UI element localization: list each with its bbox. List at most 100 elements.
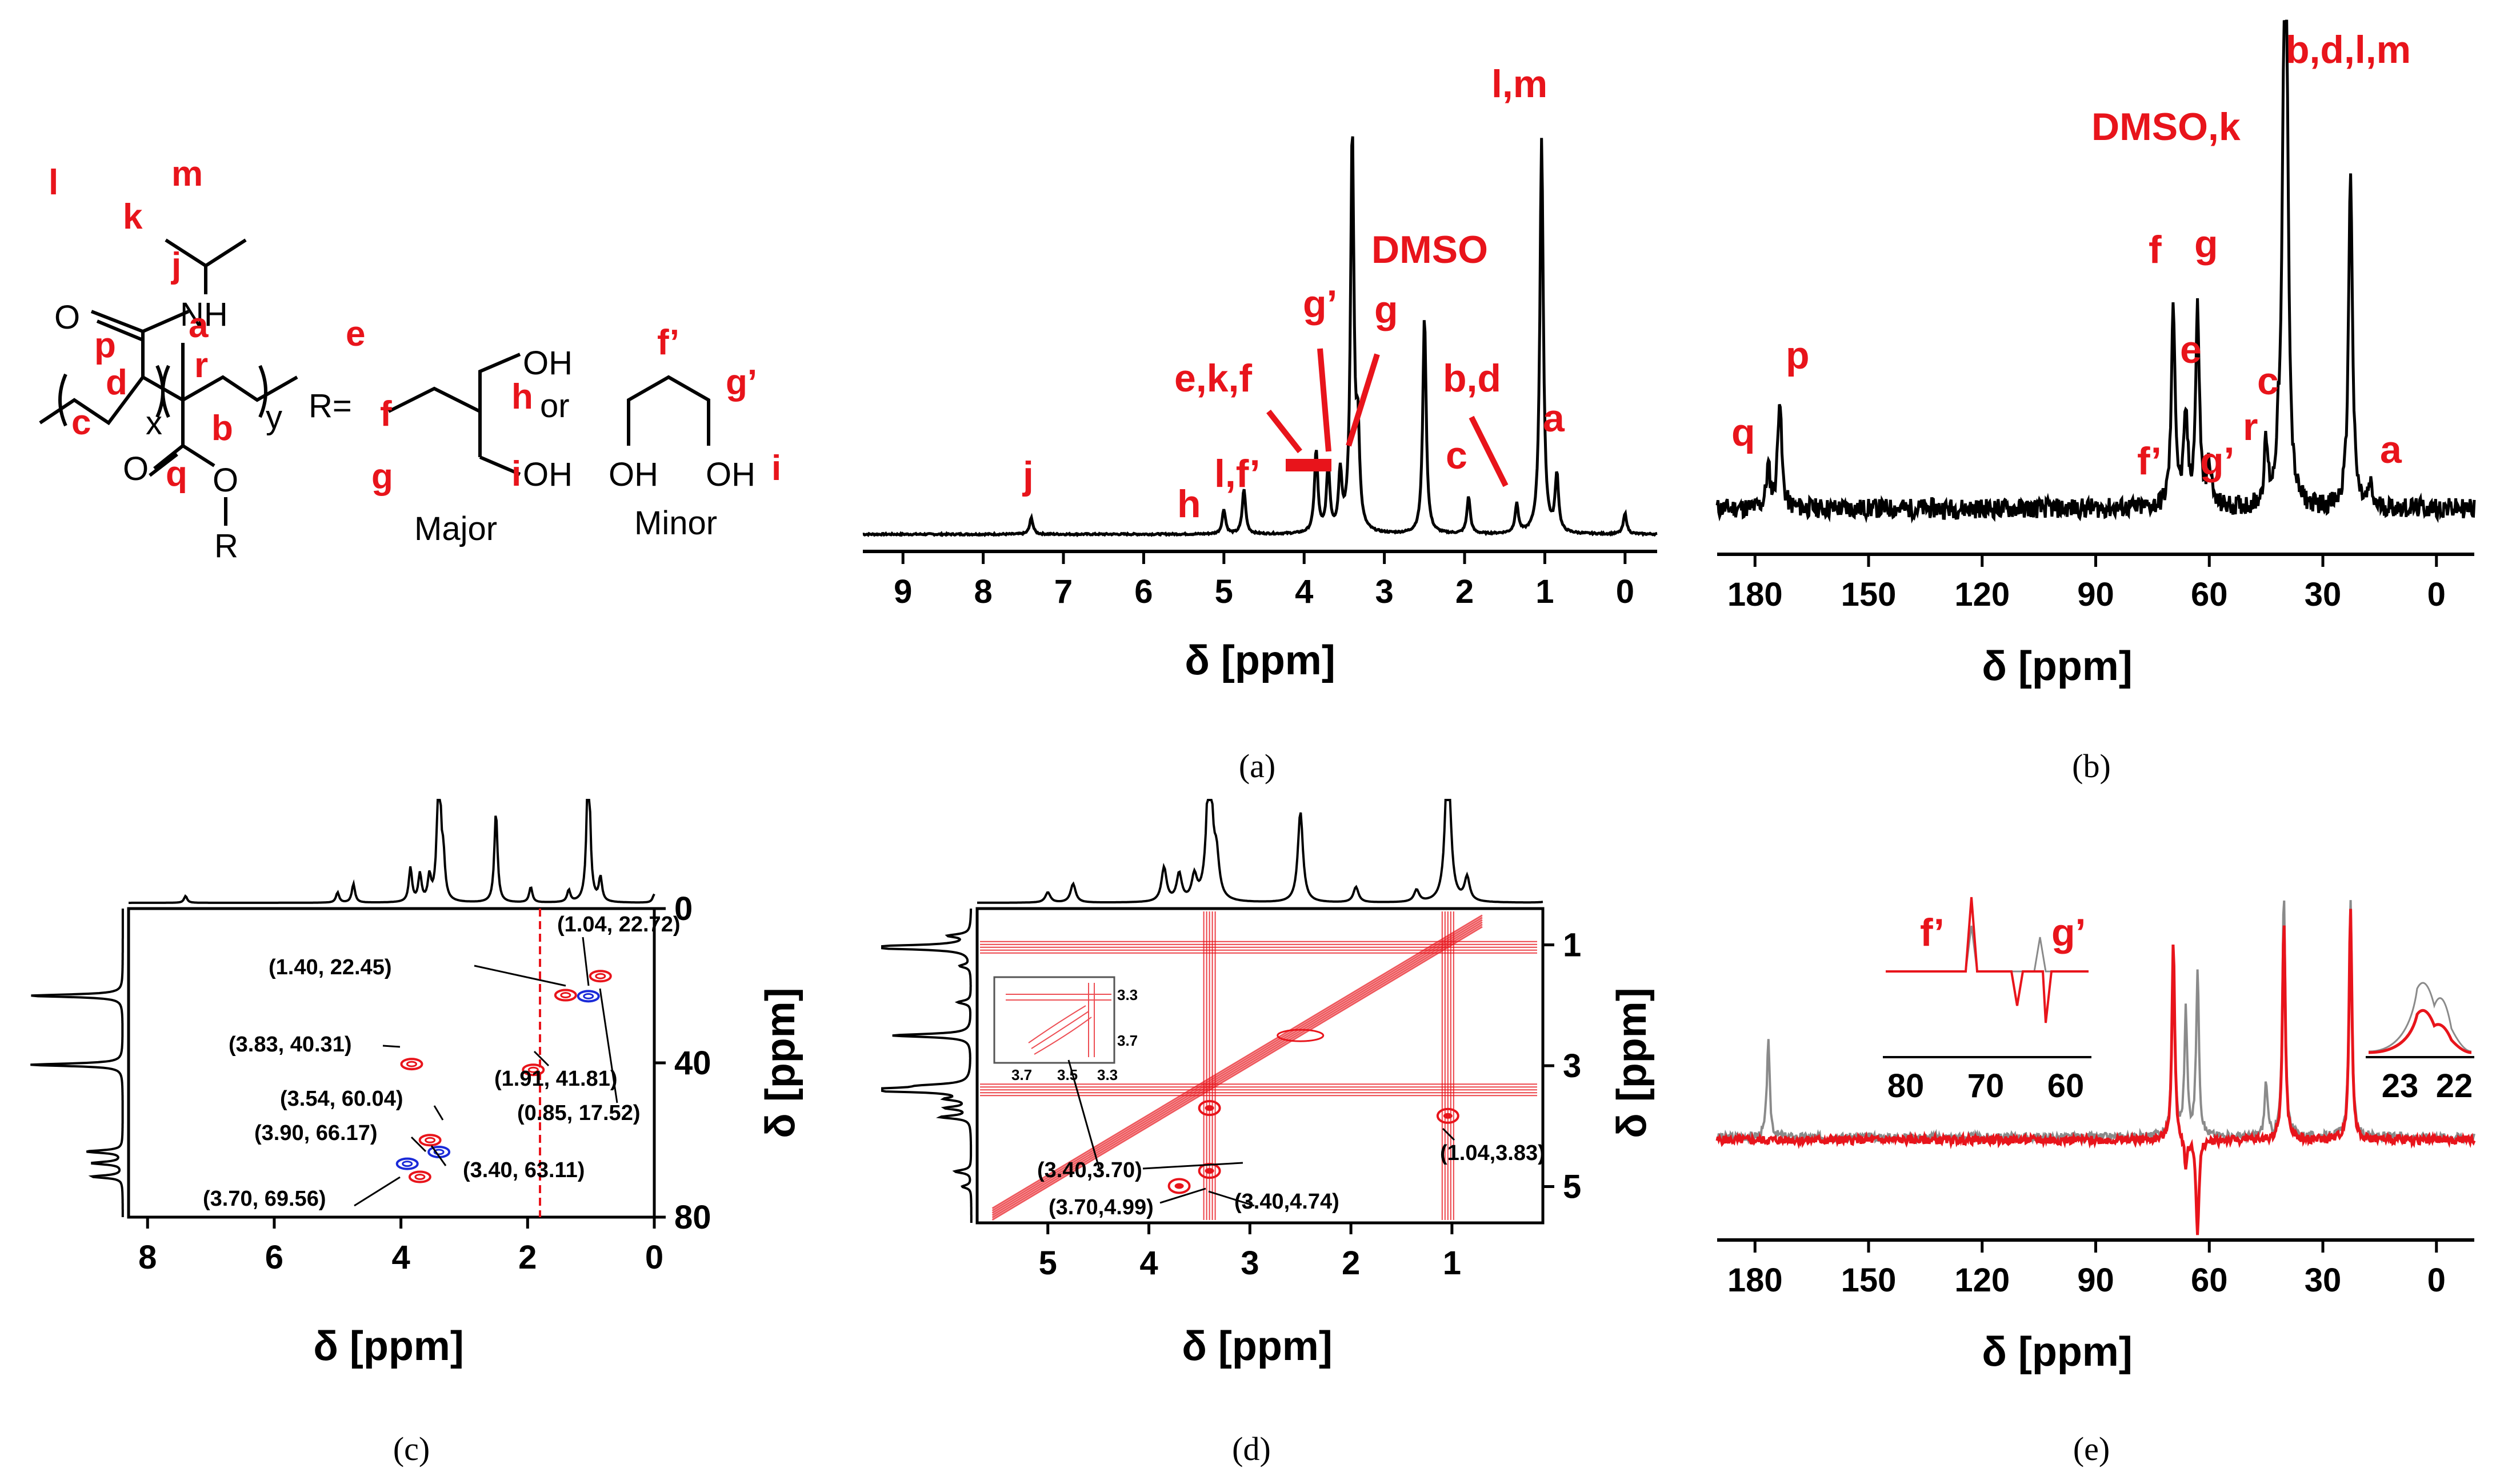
leaders-c [354,937,618,1207]
atom-oh1: OH [523,345,573,382]
panel-d-cosy: 5 4 3 2 1 1 3 5 3.7 3.5 3.3 3.3 3.7 (3.40,3.70) [881,799,1655,1467]
inset-d-ytick-0: 3.3 [1117,986,1138,1003]
e-tick-label-3: 90 [2077,1262,2114,1299]
peak-label-c: c [2257,359,2279,403]
atom-o3: O [213,462,238,499]
d-diag-2 [991,921,1483,1216]
caption-a: (a) [1239,747,1275,785]
peak-label-dmso-k: DMSO,k [2091,105,2241,149]
inset-e2: 23 22 [2366,982,2474,1105]
c-xtick-label-1: 6 [265,1239,283,1276]
d-corr-1 [1436,1107,1459,1124]
c-corr-5 [589,970,612,983]
structure-atoms: O NH O O R OH OH OH OH x y R= or Major M… [54,296,755,565]
ticks-c: 8 6 4 2 0 0 40 80 [138,890,711,1276]
xlabel-c: δ [ppm] [313,1323,464,1369]
b-tick-label-6: 0 [2427,576,2446,613]
projection-c-left [30,909,124,1217]
peak-label-r: r [2243,405,2258,449]
c-corr-3 [522,1063,545,1077]
b-tick-label-1: 150 [1841,576,1897,613]
arrow-ekf [1266,409,1302,454]
c-xtick-label-2: 4 [391,1239,410,1276]
a-tick-label-4: 5 [1215,573,1233,610]
annotations-d: (3.40,3.70) (1.04,3.83) (3.70,4.99) (3.4… [1037,1141,1545,1219]
e-tick-label-4: 60 [2191,1262,2228,1299]
subscript-x: x [146,405,162,442]
inset-e2-tick-1: 22 [2436,1067,2473,1105]
ann-d-0: (3.40,3.70) [1037,1158,1142,1182]
c-ytick-label-1: 40 [674,1045,711,1082]
peak-label-e-k-f: e,k,f [1174,357,1252,400]
d-corr-core-2 [1174,1183,1184,1189]
b-tick-label-2: 120 [1954,576,2010,613]
c-corr-core-5 [595,973,606,979]
peak-label-f-prime: f’ [2137,439,2162,483]
b-tick-label-0: 180 [1727,576,1783,613]
trace-a-1h [862,136,1658,538]
d-diag-0 [991,926,1483,1221]
peak-label-q: q [1731,411,1755,454]
a-tick-label-9: 0 [1616,573,1634,610]
ann-d-3: (3.40,4.74) [1234,1190,1339,1214]
letter-c: c [71,403,91,442]
letter-p: p [94,326,116,365]
letter-i2: i [771,449,781,488]
c-corr-6 [395,1157,419,1170]
c-corr-core-8 [414,1174,426,1181]
a-tick-label-0: 9 [894,573,912,610]
trace-e-red [1715,909,2476,1235]
ann-c-0: (1.04, 22.72) [557,913,680,937]
projection-d-top [977,799,1543,904]
letter-q: q [166,454,187,494]
a-tick-label-8: 1 [1535,573,1554,610]
inset-e2-gray [2368,982,2472,1053]
ticks-d: 5 4 3 2 1 1 3 5 [1039,926,1582,1282]
arrows-a [1266,348,1509,487]
trace-e-gray [1716,900,2475,1145]
projection-c-top [129,799,655,904]
d-diag-3 [991,919,1483,1214]
letter-f-prime: f’ [657,323,679,362]
b-tick-label-3: 90 [2077,576,2114,613]
a-tick-label-6: 3 [1375,573,1393,610]
caption-b: (b) [2072,747,2111,785]
ann-c-3: (1.91, 41.81) [494,1067,617,1091]
ticks-e: 180 150 120 90 60 30 0 [1727,1240,2446,1299]
arrow-g-prime [1317,348,1331,452]
inset-e1-tick-0: 80 [1887,1067,1925,1105]
inset-d-frame [993,976,1115,1064]
ann-c-4: (3.54, 60.04) [280,1087,403,1111]
peak-label-e: e [2180,328,2202,371]
inset-d-xtick-0: 3.7 [1011,1066,1032,1083]
peak-label-g-prime: g’ [2200,439,2234,483]
e-tick-label-6: 0 [2427,1262,2446,1299]
letter-j: j [171,246,181,285]
atom-nh: NH [180,296,228,333]
ylabel-c: δ [ppm] [758,987,803,1138]
peak-label-l-m: l,m [1491,62,1547,106]
d-xtick-label-0: 5 [1039,1245,1057,1282]
major-label: Major [414,510,497,547]
inset-d-ytick-1: 3.7 [1117,1032,1138,1049]
caption-c: (c) [393,1430,430,1467]
structure-letters: l m k j a p d r c b q e h f i g f’ g’ i [49,154,781,497]
xlabel-a: δ [ppm] [1185,638,1335,683]
peak-label-a: a [1543,397,1565,440]
minor-label: Minor [634,505,717,542]
subscript-y: y [266,399,282,436]
letter-f: f [380,394,392,434]
inset-e1-tick-1: 70 [1967,1067,2005,1105]
a-tick-label-7: 2 [1455,573,1474,610]
c-xtick-label-3: 2 [518,1239,537,1276]
atom-oh4: OH [706,456,755,493]
inset-e1-tick-2: 60 [2047,1067,2085,1105]
letter-d: d [106,363,127,402]
peak-labels-b: q p f’ f e g’ g r c DMSO,k b,d,l,m a [1731,28,2411,483]
peak-label-b-d: b,d [1443,357,1501,400]
peak-label-p: p [1786,334,1810,377]
letter-r: r [194,346,208,385]
e-tick-label-0: 180 [1727,1262,1783,1299]
d-ytick-label-1: 3 [1563,1047,1581,1085]
